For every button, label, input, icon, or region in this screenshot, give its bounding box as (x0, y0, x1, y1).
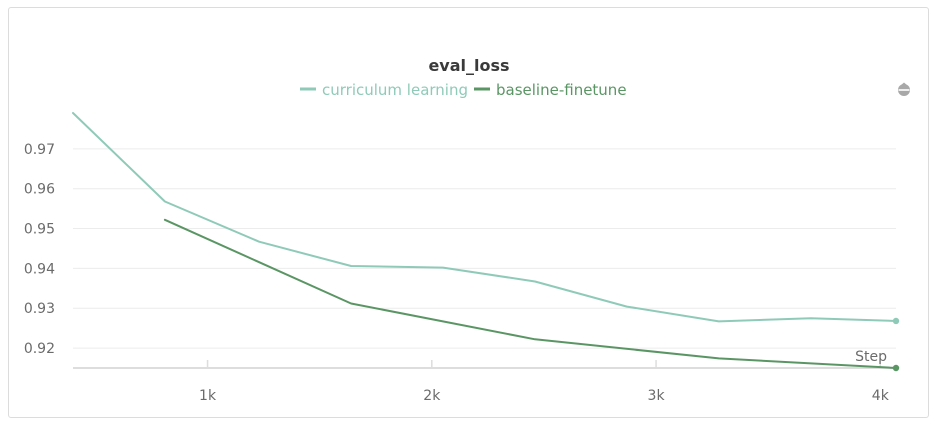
y-tick-label: 0.95 (24, 222, 55, 238)
panel-menu-icon[interactable] (898, 82, 910, 97)
series-lines (72, 112, 900, 372)
x-tick-label: 4k (872, 388, 890, 404)
x-tick-label: 2k (423, 388, 441, 404)
series-line-0[interactable] (72, 112, 897, 323)
y-tick-label: 0.94 (24, 261, 55, 277)
y-tick-label: 0.97 (24, 142, 55, 158)
x-axis-label: Step (855, 349, 887, 365)
legend-label-baseline[interactable]: baseline-finetune (496, 81, 627, 99)
y-tick-label: 0.93 (24, 301, 55, 317)
legend: curriculum learning baseline-finetune (300, 81, 627, 99)
legend-label-curriculum[interactable]: curriculum learning (322, 81, 468, 99)
series-end-point-1[interactable] (892, 364, 900, 372)
chart-title: eval_loss (428, 56, 509, 75)
y-tick-label: 0.92 (24, 341, 55, 357)
y-axis-ticks: 0.92 0.93 0.94 0.95 0.96 0.97 (24, 142, 55, 357)
series-end-point-0[interactable] (892, 317, 900, 325)
x-axis: 1k 2k 3k 4k (73, 360, 896, 404)
series-line-1[interactable] (163, 218, 897, 369)
y-gridlines (73, 148, 896, 349)
chart-panel (8, 7, 929, 418)
x-tick-label: 1k (199, 388, 217, 404)
x-tick-label: 3k (648, 388, 666, 404)
y-tick-label: 0.96 (24, 182, 55, 198)
